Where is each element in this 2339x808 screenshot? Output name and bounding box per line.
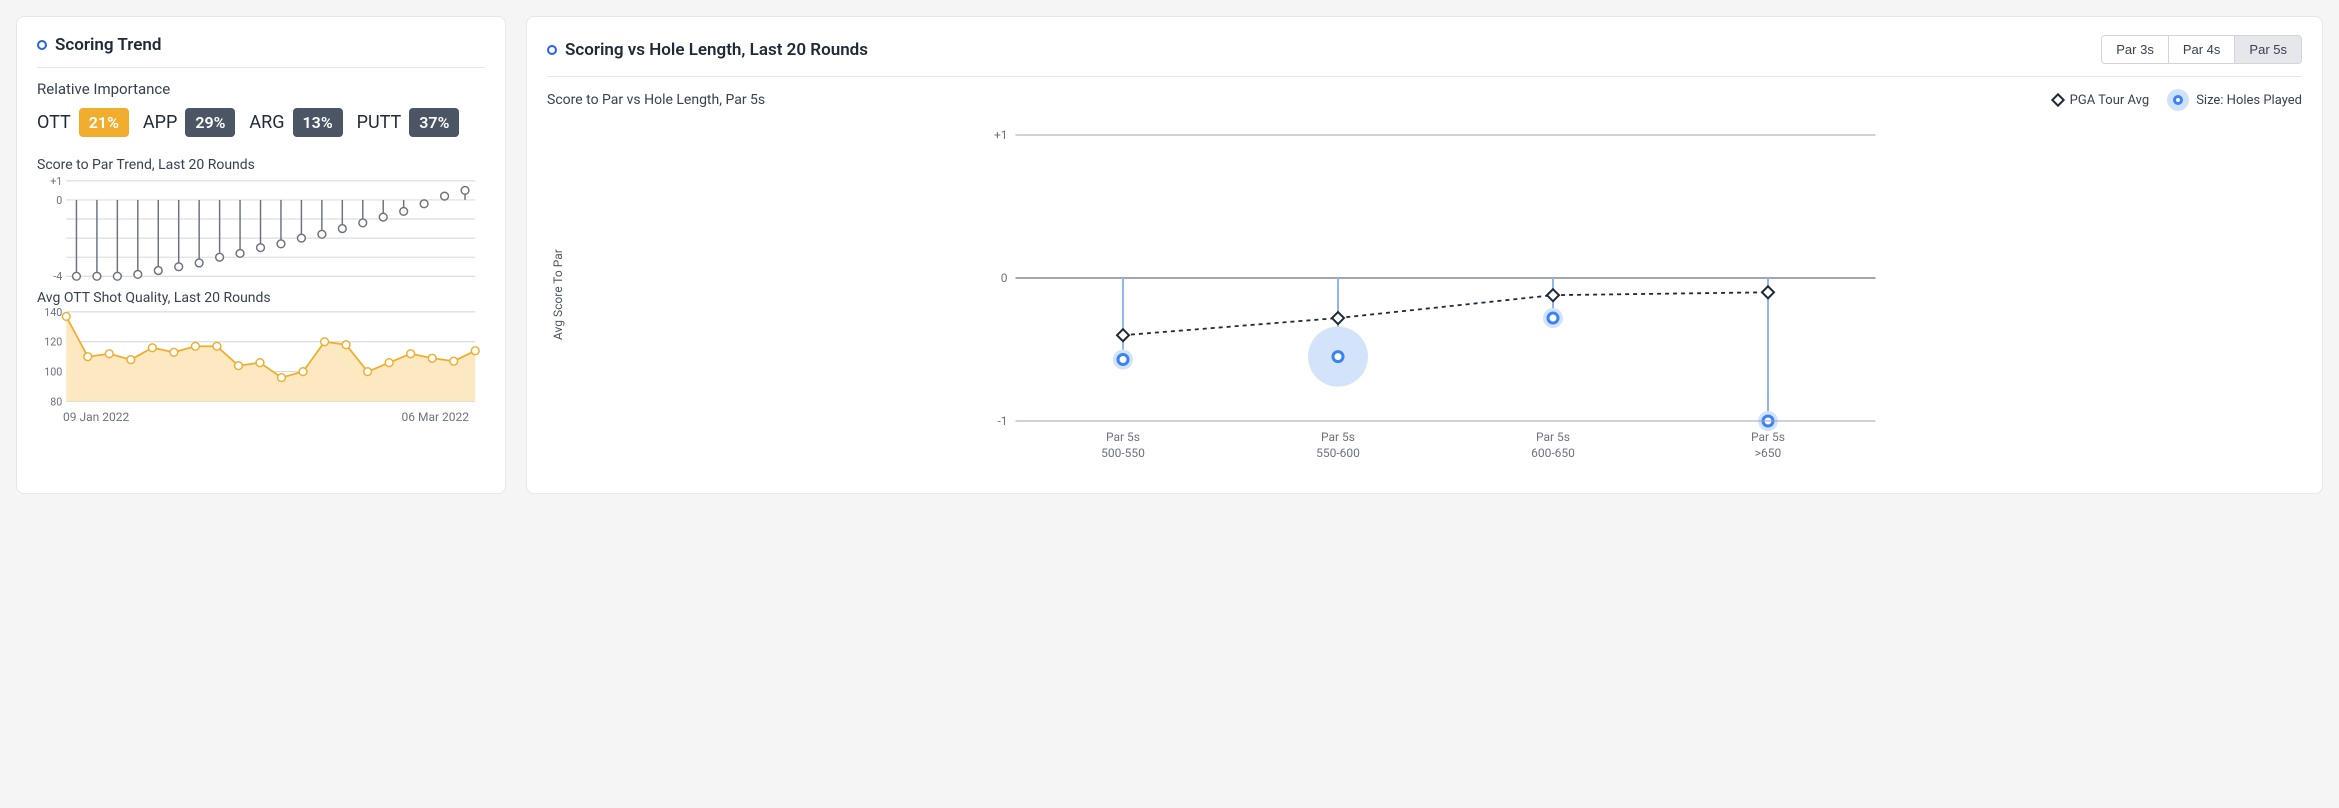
svg-text:0: 0 [1001, 271, 1008, 285]
importance-badge: 29% [185, 108, 235, 137]
importance-label: APP [143, 112, 177, 133]
legend-pga: PGA Tour Avg [2053, 93, 2150, 108]
importance-item: APP 29% [143, 108, 236, 137]
svg-text:600-650: 600-650 [1531, 446, 1575, 460]
y-axis-label: Avg Score To Par [547, 115, 569, 475]
svg-text:+1: +1 [50, 175, 62, 188]
score-trend-chart: +1 0 -4 [37, 175, 485, 282]
hole-length-title: Scoring vs Hole Length, Last 20 Rounds [547, 40, 868, 60]
svg-text:>650: >650 [1755, 446, 1782, 460]
scoring-trend-title-text: Scoring Trend [55, 35, 161, 55]
diamond-icon [2051, 93, 2065, 107]
svg-text:0: 0 [56, 194, 62, 207]
scoring-trend-card: Scoring Trend Relative Importance OTT 21%… [16, 16, 506, 494]
importance-label: OTT [37, 112, 71, 133]
tab-par-3s[interactable]: Par 3s [2101, 35, 2169, 64]
score-trend-title: Score to Par Trend, Last 20 Rounds [37, 157, 485, 173]
svg-text:Par 5s: Par 5s [1751, 430, 1785, 444]
date-start: 09 Jan 2022 [63, 410, 129, 424]
svg-text:140: 140 [44, 308, 62, 319]
svg-text:500-550: 500-550 [1101, 446, 1145, 460]
importance-label: PUTT [357, 112, 402, 133]
svg-text:80: 80 [50, 396, 62, 406]
chart-legend: PGA Tour Avg Size: Holes Played [2053, 89, 2302, 111]
importance-item: OTT 21% [37, 108, 129, 137]
svg-text:100: 100 [44, 366, 62, 379]
date-range: 09 Jan 2022 06 Mar 2022 [37, 406, 485, 424]
legend-pga-label: PGA Tour Avg [2070, 93, 2150, 108]
relative-importance-label: Relative Importance [37, 80, 485, 98]
svg-text:-4: -4 [53, 270, 62, 282]
legend-size-label: Size: Holes Played [2196, 93, 2302, 108]
svg-text:-1: -1 [997, 414, 1007, 428]
svg-text:120: 120 [44, 336, 62, 349]
hole-length-title-text: Scoring vs Hole Length, Last 20 Rounds [565, 40, 868, 60]
tab-par-5s[interactable]: Par 5s [2234, 35, 2302, 64]
svg-text:Par 5s: Par 5s [1106, 430, 1140, 444]
ott-quality-title: Avg OTT Shot Quality, Last 20 Rounds [37, 290, 485, 306]
hole-length-card: Scoring vs Hole Length, Last 20 Rounds P… [526, 16, 2323, 494]
legend-size: Size: Holes Played [2167, 89, 2302, 111]
ott-quality-chart: 140 120 100 80 [37, 308, 485, 405]
importance-badge: 13% [293, 108, 343, 137]
date-end: 06 Mar 2022 [402, 410, 470, 424]
hole-length-subtitle: Score to Par vs Hole Length, Par 5s [547, 92, 765, 108]
importance-item: PUTT 37% [357, 108, 460, 137]
relative-importance-row: OTT 21% APP 29% ARG 13% PUTT 37% [37, 108, 485, 137]
importance-badge: 37% [409, 108, 459, 137]
importance-badge: 21% [79, 108, 129, 137]
svg-text:Par 5s: Par 5s [1321, 430, 1355, 444]
bullet-icon [547, 45, 557, 55]
hole-length-chart: +1 0 -1 Par 5s 500-550 Par 5s 550-600 Par 5s 600… [569, 115, 2302, 475]
par-tabs: Par 3sPar 4sPar 5s [2101, 35, 2302, 64]
importance-item: ARG 13% [249, 108, 342, 137]
scoring-trend-title: Scoring Trend [37, 35, 161, 55]
importance-label: ARG [249, 112, 284, 133]
circle-icon [2167, 89, 2189, 111]
bullet-icon [37, 40, 47, 50]
svg-text:Par 5s: Par 5s [1536, 430, 1570, 444]
svg-text:550-600: 550-600 [1316, 446, 1360, 460]
tab-par-4s[interactable]: Par 4s [2168, 35, 2236, 64]
svg-text:+1: +1 [994, 128, 1008, 142]
